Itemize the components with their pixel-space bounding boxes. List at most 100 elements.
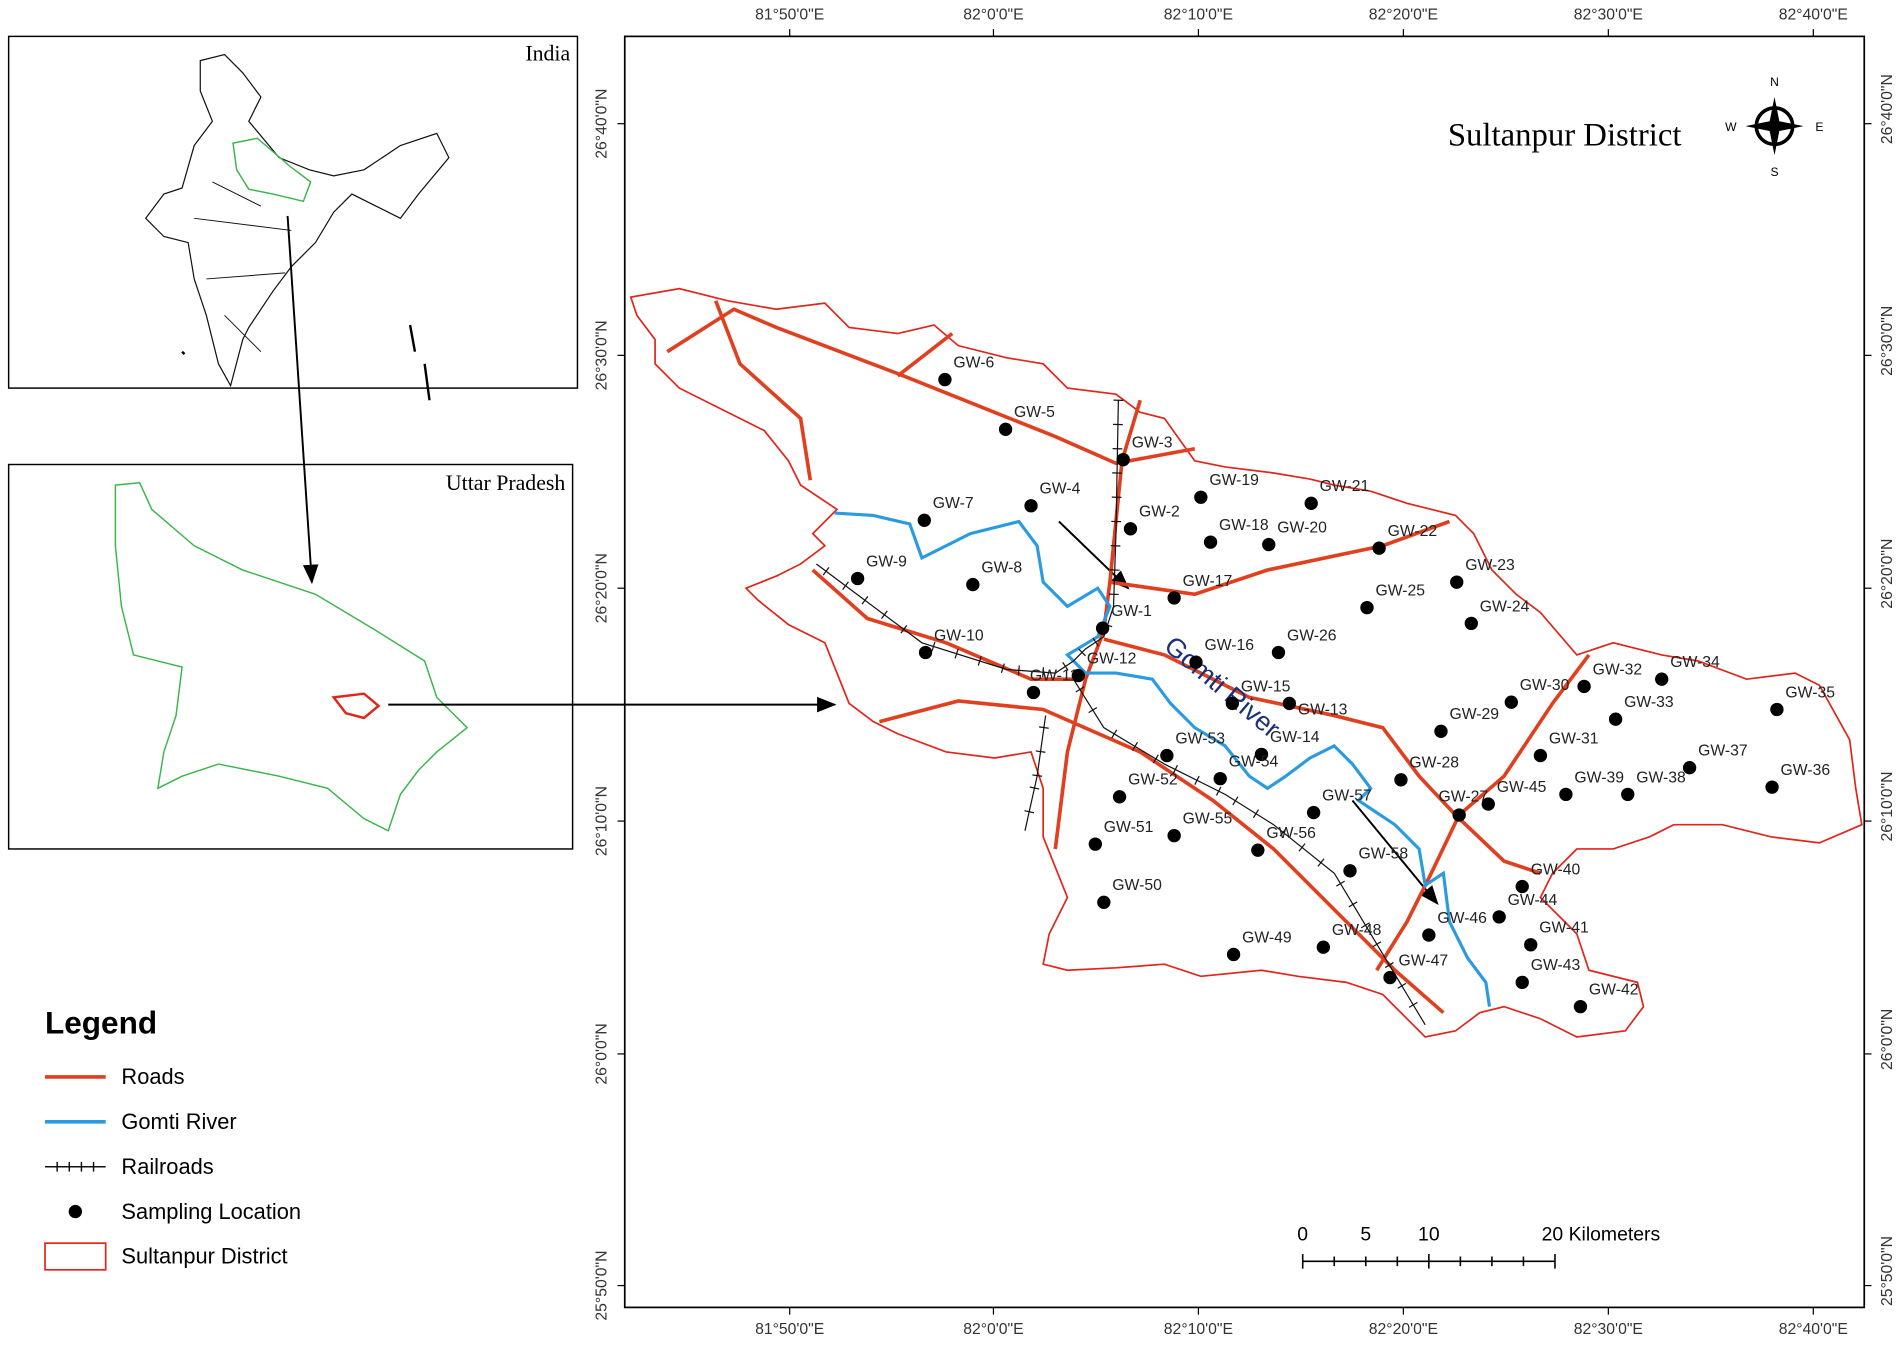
up-sultanpur — [331, 692, 381, 720]
sampling-label: GW-35 — [1785, 684, 1835, 701]
lat-label: 26°40'0"N — [1879, 74, 1896, 144]
rail-tick — [1372, 941, 1382, 948]
rail-tick — [1348, 901, 1358, 908]
road — [1103, 637, 1541, 875]
sampling-label: GW-42 — [1589, 981, 1639, 998]
india-frame — [7, 35, 579, 389]
sampling-label: GW-6 — [953, 354, 994, 371]
rail-tick — [1039, 726, 1049, 729]
sampling-point — [1524, 938, 1538, 952]
sampling-point — [1116, 452, 1130, 467]
sampling-point — [1682, 761, 1697, 775]
graticule-labels: 81°50'0"E 81°50'0"E 82°0'0"E 82°0'0"E 82°10'… — [594, 6, 1897, 1338]
sampling-point — [918, 645, 933, 660]
scale-label: 10 — [1418, 1224, 1440, 1246]
legend-item: Gomti River — [121, 1109, 236, 1134]
rail-tick — [1194, 775, 1200, 785]
sampling-point — [1254, 747, 1269, 762]
sampling-label: GW-53 — [1175, 730, 1225, 747]
sampling-label: GW-7 — [933, 495, 974, 512]
sampling-label: GW-45 — [1497, 779, 1547, 796]
sampling-label: GW-21 — [1320, 478, 1370, 495]
india-up-outline — [232, 137, 312, 203]
lat-label: 26°10'0"N — [1879, 771, 1896, 841]
sampling-label: GW-26 — [1287, 627, 1337, 644]
sampling-label: GW-38 — [1636, 769, 1686, 786]
sampling-point — [1533, 748, 1548, 763]
map-title: Sultanpur District — [1448, 118, 1682, 154]
sampling-label: GW-14 — [1270, 729, 1320, 746]
sampling-point — [1492, 910, 1506, 924]
sampling-label: GW-57 — [1322, 787, 1372, 804]
lat-label: 26°30'0"N — [594, 320, 611, 390]
sampling-point — [1559, 787, 1573, 802]
sampling-label: GW-3 — [1132, 435, 1173, 452]
sampling-label: GW-25 — [1375, 582, 1425, 599]
legend-title: Legend — [45, 1004, 157, 1040]
rail-tick — [1317, 858, 1325, 867]
sampling-label: GW-10 — [934, 627, 984, 644]
sampling-point — [1194, 490, 1208, 504]
compass-s: S — [1770, 165, 1778, 179]
rail-tick — [822, 566, 830, 576]
sampling-label: GW-24 — [1480, 598, 1530, 615]
sampling-point — [1360, 600, 1374, 615]
up-outline — [114, 481, 469, 832]
rail-tick — [1336, 880, 1345, 887]
sampling-label: GW-27 — [1439, 789, 1489, 806]
sampling-label: GW-16 — [1204, 637, 1254, 654]
sampling-point — [1271, 645, 1286, 660]
rail-tick — [1252, 809, 1260, 819]
legend-item: Sampling Location — [121, 1199, 301, 1224]
sampling-label: GW-41 — [1539, 920, 1589, 937]
sampling-label: GW-30 — [1520, 677, 1570, 694]
sampling-point — [938, 372, 952, 387]
sampling-label: GW-52 — [1128, 772, 1178, 789]
sampling-point — [1071, 668, 1086, 683]
lon-label: 81°50'0"E — [755, 6, 824, 23]
sampling-point — [1515, 879, 1529, 894]
lat-label: 26°10'0"N — [594, 786, 611, 856]
rail-tick — [1152, 754, 1159, 764]
sampling-label: GW-50 — [1112, 877, 1162, 894]
lat-label: 26°20'0"N — [594, 553, 611, 623]
sampling-label: GW-58 — [1359, 846, 1409, 863]
sampling-point — [1481, 797, 1495, 811]
sampling-label: GW-46 — [1437, 910, 1487, 927]
rail-tick — [1092, 637, 1099, 647]
district-boundary — [629, 287, 1863, 1038]
rail-tick — [881, 610, 888, 620]
rail-tick — [1029, 786, 1040, 790]
sampling-label: GW-40 — [1531, 861, 1581, 878]
sampling-point — [966, 577, 980, 592]
rail-tick — [1172, 764, 1179, 775]
arrows — [286, 215, 1439, 906]
sampling-label: GW-20 — [1277, 519, 1327, 536]
sampling-point — [1097, 895, 1111, 909]
sampling-label: GW-36 — [1781, 762, 1831, 779]
sampling-label: GW-23 — [1465, 557, 1515, 574]
up-frame — [7, 463, 574, 850]
sampling-point — [1573, 999, 1588, 1014]
rail-tick — [977, 656, 982, 666]
rail-tick — [1000, 663, 1005, 674]
scale-label: 20 Kilometers — [1542, 1224, 1661, 1246]
lon-label: 82°40'0"E — [1779, 6, 1848, 23]
sampling-label: GW-11 — [1030, 667, 1078, 684]
sampling-label: GW-55 — [1183, 810, 1233, 827]
sampling-point — [1251, 843, 1265, 857]
lat-label: 26°0'0"N — [594, 1023, 611, 1084]
sampling-label: GW-43 — [1531, 957, 1581, 974]
lon-label: 82°10'0"E — [1164, 6, 1233, 23]
rail-tick — [842, 581, 849, 590]
sampling-point — [1765, 780, 1779, 794]
rail-tick — [1298, 843, 1306, 852]
sampling-point — [1394, 773, 1408, 787]
india-states — [194, 181, 292, 353]
sampling-point — [1123, 522, 1138, 536]
sampling-point — [1464, 616, 1478, 631]
compass: N S E W — [1725, 75, 1823, 179]
scale-bar: 0 5 10 20 Kilometers — [1297, 1224, 1660, 1269]
rail-tick — [1017, 665, 1020, 676]
